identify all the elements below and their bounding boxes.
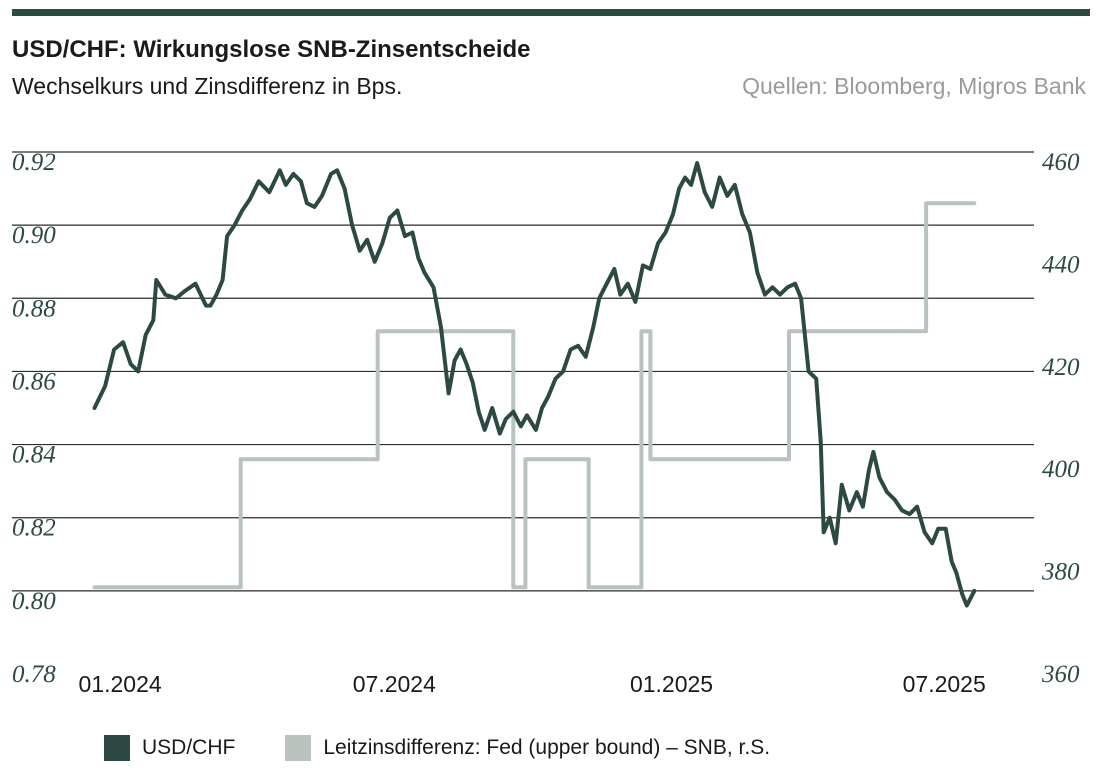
top-rule [12,9,1090,16]
y-right-tick-label: 440 [1042,251,1080,278]
y-left-tick-label: 0.80 [12,588,56,615]
x-tick-label: 01.2025 [630,671,713,697]
y-left-tick-label: 0.90 [12,222,56,249]
y-right-tick-label: 360 [1041,661,1080,688]
y-left-tick-label: 0.78 [12,661,56,688]
legend-item-usdchf: USD/CHF [104,735,235,761]
legend-label-usdchf: USD/CHF [142,736,236,759]
chart-legend: USD/CHF Leitzinsdifferenz: Fed (upper bo… [104,735,820,761]
legend-swatch-spread [285,735,312,761]
y-left-tick-label: 0.88 [12,295,56,322]
chart-title: USD/CHF: Wirkungslose SNB-Zinsentscheide [12,36,531,63]
y-left-tick-label: 0.86 [12,368,56,395]
legend-swatch-usdchf [104,735,130,761]
y-left-tick-label: 0.84 [12,442,56,469]
legend-item-spread: Leitzinsdifferenz: Fed (upper bound) – S… [285,735,770,761]
chart-source: Quellen: Bloomberg, Migros Bank [742,73,1086,99]
x-tick-label: 07.2025 [903,671,986,697]
y-left-tick-label: 0.82 [12,515,56,542]
x-tick-label: 07.2024 [353,671,436,697]
series-line-spread [92,201,977,590]
y-right-tick-label: 420 [1042,354,1080,381]
x-tick-label: 01.2024 [79,671,162,697]
series-line-usdchf [92,161,977,608]
y-right-tick-label: 380 [1041,559,1080,586]
y-right-tick-label: 460 [1042,149,1080,176]
y-left-tick-label: 0.92 [12,149,56,176]
legend-label-spread: Leitzinsdifferenz: Fed (upper bound) – S… [323,736,771,759]
y-right-tick-label: 400 [1042,456,1080,483]
chart-subtitle: Wechselkurs und Zinsdifferenz in Bps. [12,73,403,99]
